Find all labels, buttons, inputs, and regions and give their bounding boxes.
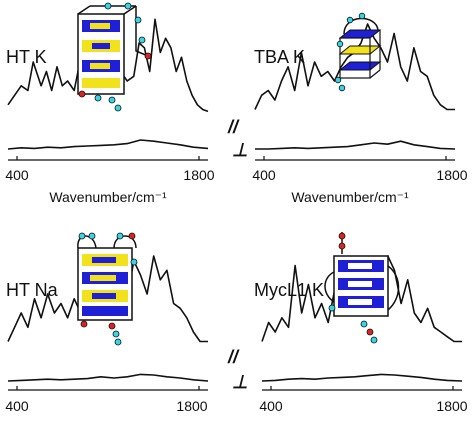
perpendicular-spectrum-line: [261, 373, 463, 382]
x-tick-label: 400: [259, 398, 283, 414]
hybrid-quadruplex-icon: [77, 2, 152, 112]
x-tick-label: 400: [5, 398, 29, 414]
panel-title: MycL1 K: [254, 280, 324, 300]
x-tick-label: 1800: [436, 398, 467, 414]
perpendicular-marker: ⊥: [232, 372, 248, 392]
panel-title: TBA K: [254, 47, 305, 67]
panel-ht-k: HT K 400 1800 Wavenumber/cm⁻¹: [5, 18, 215, 205]
panel-tba-k: TBA K // ⊥ 400 1800 Wavenumber/cm⁻¹: [227, 23, 468, 205]
panel-mycl1-k: MycL1 K // ⊥ 400 1800: [227, 255, 468, 414]
panel-title: HT K: [6, 47, 47, 67]
panel-title: HT Na: [6, 280, 59, 300]
x-tick-label: 400: [252, 167, 276, 183]
perpendicular-spectrum-line: [7, 139, 209, 150]
perpendicular-spectrum-line: [255, 140, 456, 150]
x-tick-label: 1800: [183, 167, 214, 183]
parallel-quadruplex-icon: [324, 232, 400, 344]
parallel-marker: //: [227, 347, 240, 367]
tba-k-spectra: [254, 23, 456, 150]
x-axis-title: Wavenumber/cm⁻¹: [49, 189, 167, 205]
x-tick-label: 1800: [436, 167, 467, 183]
perpendicular-marker: ⊥: [232, 140, 248, 160]
x-tick-label: 1800: [176, 398, 207, 414]
antiparallel-quadruplex-icon: [334, 12, 382, 92]
x-axis-title: Wavenumber/cm⁻¹: [291, 189, 409, 205]
x-tick-label: 400: [5, 167, 29, 183]
perpendicular-spectrum-line: [7, 373, 209, 382]
basket-quadruplex-icon: [77, 232, 138, 346]
parallel-marker: //: [227, 117, 240, 137]
